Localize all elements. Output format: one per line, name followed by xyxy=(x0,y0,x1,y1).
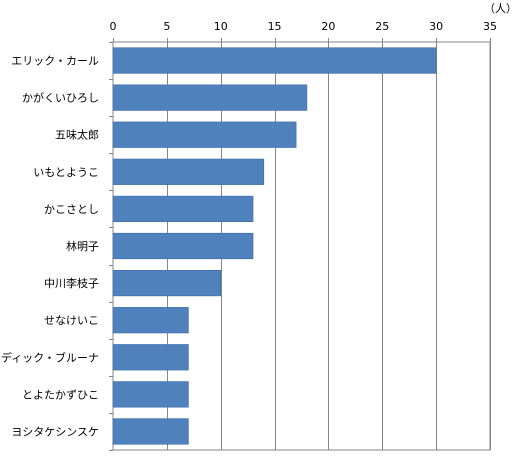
x-tick-label-0: 0 xyxy=(110,20,117,33)
bar xyxy=(112,418,189,445)
x-tick-label-15: 15 xyxy=(268,20,282,33)
bar xyxy=(112,307,189,334)
x-tick-label-30: 30 xyxy=(429,20,443,33)
category-label: 中川李枝子 xyxy=(44,276,99,290)
category-label: 林明子 xyxy=(66,239,99,253)
bars xyxy=(112,47,437,445)
category-label: せなけいこ xyxy=(44,314,99,327)
category-label: ヨシタケシンスケ xyxy=(11,425,99,438)
bar xyxy=(112,158,265,185)
bar xyxy=(112,84,308,111)
bar xyxy=(112,381,189,408)
category-label: 五味太郎 xyxy=(55,128,99,142)
x-tick-label-25: 25 xyxy=(375,20,389,33)
x-axis-unit-label: （人） xyxy=(484,2,517,15)
x-tick-label-5: 5 xyxy=(163,20,170,33)
bar xyxy=(112,121,297,148)
category-label: エリック・カール xyxy=(11,55,99,68)
category-label: いもとようこ xyxy=(33,166,99,179)
x-tick-label-20: 20 xyxy=(321,20,335,33)
category-label: とよたかずひこ xyxy=(22,388,99,401)
x-tick-label-10: 10 xyxy=(214,20,228,33)
bar xyxy=(112,232,254,260)
bar xyxy=(112,195,254,223)
category-label: かこさとし xyxy=(44,203,99,216)
x-axis: 0 5 10 15 20 25 30 35 xyxy=(110,20,497,42)
category-label: かがくいひろし xyxy=(22,91,99,105)
category-label: ディック・ブルーナ xyxy=(1,350,99,364)
bar xyxy=(112,344,189,371)
y-axis: エリック・カールかがくいひろし五味太郎いもとようこかこさとし林明子中川李枝子せな… xyxy=(1,42,113,451)
bar xyxy=(112,269,222,297)
x-tick-label-35: 35 xyxy=(483,20,497,33)
bar xyxy=(112,47,437,74)
